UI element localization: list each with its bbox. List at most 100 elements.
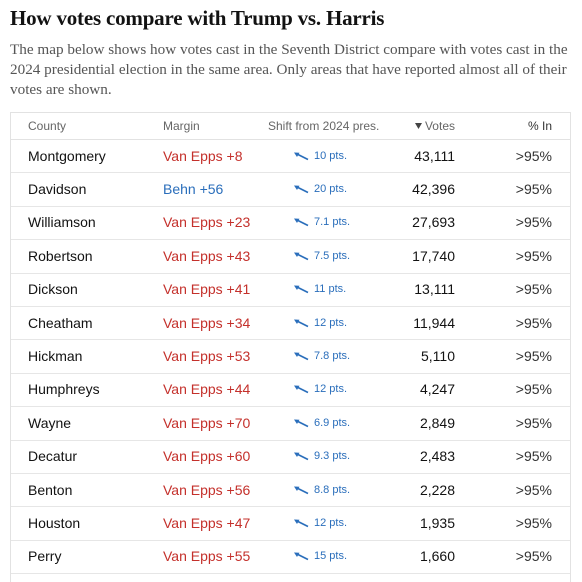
percent-in: >95% — [515, 515, 552, 532]
county: Montgomery — [28, 147, 106, 164]
shift-text: 12 pts. — [314, 517, 348, 530]
votes: 2,483 — [419, 448, 455, 465]
table-row: Williamson Van Epps +23 7.1 pts. 27,693 >95% — [11, 206, 570, 241]
shift: 7.5 pts. — [293, 239, 350, 272]
table-row: Decatur Van Epps +60 9.3 pts. 2,483 >95% — [11, 440, 570, 474]
column-header[interactable]: Votes — [414, 113, 455, 139]
shift-text: 8.8 pts. — [314, 483, 351, 496]
percent-in: >95% — [515, 214, 552, 231]
table-row: Hickman Van Epps +53 7.8 pts. 5,110 >95% — [11, 339, 570, 374]
shift-text: 7.8 pts. — [314, 350, 351, 363]
table-row: Montgomery Van Epps +8 10 pts. 43,111 >95% — [11, 139, 570, 174]
shift: 12 pts. — [293, 373, 347, 406]
county: Williamson — [28, 214, 96, 231]
table-row: Dickson Van Epps +41 11 pts. 13,111 >95% — [11, 273, 570, 307]
column-header[interactable]: Shift from 2024 pres. — [268, 119, 380, 133]
table-row: Humphreys Van Epps +44 12 pts. 4,247 >95% — [11, 373, 570, 408]
shift-arrow — [294, 319, 309, 327]
column-header[interactable]: County — [28, 119, 67, 133]
margin: Van Epps +55 — [163, 548, 251, 565]
shift-arrow — [294, 218, 309, 227]
percent-in: >95% — [515, 448, 552, 465]
votes: 13,111 — [414, 281, 455, 298]
county: Hickman — [28, 348, 83, 365]
shift-text: 12 pts. — [314, 383, 348, 396]
margin: Van Epps +47 — [163, 515, 251, 532]
margin: Van Epps +56 — [163, 481, 251, 498]
shift: 7.1 pts. — [293, 206, 350, 239]
shift-text: 6.9 pts. — [314, 416, 351, 429]
shift: 9.3 pts. — [293, 440, 350, 473]
percent-in: >95% — [515, 548, 552, 565]
column-header[interactable]: Margin — [163, 119, 200, 133]
shift-arrow — [294, 486, 309, 494]
votes: 4,247 — [419, 381, 455, 398]
margin: Van Epps +53 — [163, 348, 251, 365]
shift-text: 9.3 pts. — [314, 450, 351, 463]
county: Decatur — [28, 448, 78, 465]
table-header: County Margin Shift from 2024 pres. Vote… — [11, 113, 570, 140]
results-table: County Margin Shift from 2024 pres. Vote… — [10, 112, 571, 582]
shift-arrow — [294, 519, 309, 528]
shift: 12 pts. — [293, 506, 347, 539]
table-row: Benton Van Epps +56 8.8 pts. 2,228 >95% — [11, 473, 570, 508]
votes: 1,660 — [419, 548, 455, 565]
percent-in: >95% — [515, 481, 552, 498]
shift-text: 15 pts. — [314, 550, 348, 563]
margin: Van Epps +41 — [163, 281, 251, 298]
shift-arrow — [294, 419, 309, 428]
shift: 7.8 pts. — [293, 339, 350, 372]
title: How votes compare with Trump vs. Harris — [10, 6, 385, 30]
percent-in: >95% — [515, 348, 552, 365]
percent-in: >95% — [515, 414, 552, 431]
votes: 1,935 — [419, 515, 455, 532]
county: Davidson — [28, 181, 87, 198]
county: Cheatham — [28, 314, 93, 331]
table-row: Robertson Van Epps +43 7.5 pts. 17,740 >95% — [11, 239, 570, 274]
county: Perry — [28, 548, 62, 565]
shift: 11 pts. — [293, 273, 346, 306]
county: Benton — [28, 481, 73, 498]
shift: 12 pts. — [293, 306, 347, 339]
shift: 8.8 pts. — [293, 473, 350, 506]
column-header[interactable]: % In — [527, 119, 552, 133]
shift-arrow — [294, 185, 309, 194]
margin: Van Epps +43 — [163, 247, 251, 264]
votes: 27,693 — [412, 214, 455, 231]
votes: 11,944 — [413, 314, 455, 331]
column-header-text: Votes — [424, 119, 455, 133]
table-row: Houston Van Epps +47 12 pts. 1,935 >95% — [11, 506, 570, 541]
table-row: Davidson Behn +56 20 pts. 42,396 >95% — [11, 172, 570, 207]
table-row: Perry Van Epps +55 15 pts. 1,660 >95% — [11, 540, 570, 575]
shift-text: 12 pts. — [314, 316, 348, 329]
votes: 5,110 — [421, 348, 455, 365]
shift-text: 11 pts. — [314, 283, 347, 296]
subtitle: The map below shows how votes cast in th… — [10, 41, 568, 98]
shift: 20 pts. — [293, 172, 347, 205]
table-row: Wayne Van Epps +70 6.9 pts. 2,849 >95% — [11, 406, 570, 441]
shift-text: 7.5 pts. — [314, 249, 351, 262]
sort-icon — [414, 123, 422, 129]
shift-arrow — [294, 385, 309, 394]
votes: 2,849 — [419, 414, 455, 431]
margin: Behn +56 — [163, 181, 224, 198]
shift-text: 7.1 pts. — [314, 216, 351, 229]
county: Humphreys — [28, 381, 100, 398]
percent-in: >95% — [515, 281, 552, 298]
shift-arrow — [294, 552, 309, 561]
shift: 6.9 pts. — [293, 406, 350, 439]
shift-arrow — [294, 352, 309, 361]
percent-in: >95% — [515, 314, 552, 331]
votes: 2,228 — [419, 481, 455, 498]
shift-text: 10 pts. — [314, 149, 348, 162]
percent-in: >95% — [515, 247, 552, 264]
votes: 43,111 — [414, 147, 455, 164]
margin: Van Epps +34 — [163, 314, 251, 331]
county: Robertson — [28, 247, 93, 264]
margin: Van Epps +23 — [163, 214, 251, 231]
shift-arrow — [294, 152, 309, 160]
percent-in: >95% — [515, 181, 552, 198]
shift: 15 pts. — [293, 540, 347, 573]
county: Wayne — [28, 414, 72, 431]
